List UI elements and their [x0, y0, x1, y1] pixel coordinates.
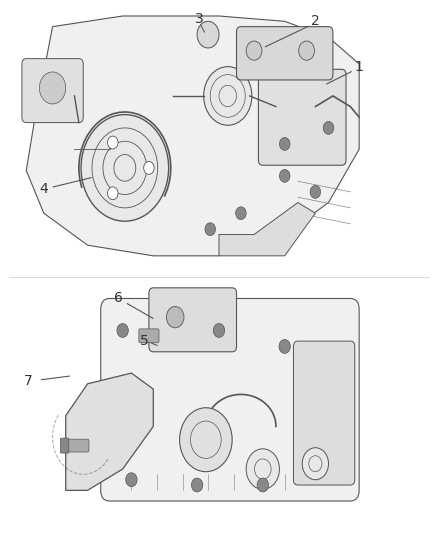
- Circle shape: [279, 169, 290, 182]
- Circle shape: [246, 449, 279, 489]
- Circle shape: [197, 21, 219, 48]
- FancyBboxPatch shape: [101, 298, 359, 501]
- Circle shape: [299, 41, 314, 60]
- Circle shape: [213, 324, 225, 337]
- Polygon shape: [26, 16, 359, 256]
- Circle shape: [279, 340, 290, 353]
- FancyBboxPatch shape: [149, 288, 237, 352]
- Circle shape: [39, 72, 66, 104]
- Circle shape: [144, 161, 154, 174]
- FancyBboxPatch shape: [62, 439, 89, 452]
- Circle shape: [107, 187, 118, 200]
- Circle shape: [191, 478, 203, 492]
- Text: 1: 1: [355, 60, 364, 74]
- Circle shape: [107, 136, 118, 149]
- FancyBboxPatch shape: [293, 341, 355, 485]
- Polygon shape: [219, 203, 315, 256]
- FancyBboxPatch shape: [60, 438, 69, 453]
- FancyBboxPatch shape: [258, 69, 346, 165]
- Text: 7: 7: [24, 374, 33, 388]
- Circle shape: [246, 41, 262, 60]
- Circle shape: [204, 67, 252, 125]
- Circle shape: [279, 138, 290, 150]
- Circle shape: [257, 478, 268, 492]
- Circle shape: [180, 408, 232, 472]
- Circle shape: [236, 207, 246, 220]
- Circle shape: [323, 122, 334, 134]
- Circle shape: [205, 223, 215, 236]
- Text: 6: 6: [114, 292, 123, 305]
- Circle shape: [302, 448, 328, 480]
- Text: 4: 4: [39, 182, 48, 196]
- Circle shape: [166, 306, 184, 328]
- Text: 5: 5: [140, 334, 149, 348]
- FancyBboxPatch shape: [22, 59, 83, 123]
- FancyBboxPatch shape: [139, 329, 159, 343]
- Polygon shape: [66, 373, 153, 490]
- Circle shape: [117, 324, 128, 337]
- FancyBboxPatch shape: [237, 27, 333, 80]
- Text: 2: 2: [311, 14, 320, 28]
- Circle shape: [81, 115, 169, 221]
- Text: 3: 3: [195, 12, 204, 26]
- Circle shape: [126, 473, 137, 487]
- Circle shape: [310, 185, 321, 198]
